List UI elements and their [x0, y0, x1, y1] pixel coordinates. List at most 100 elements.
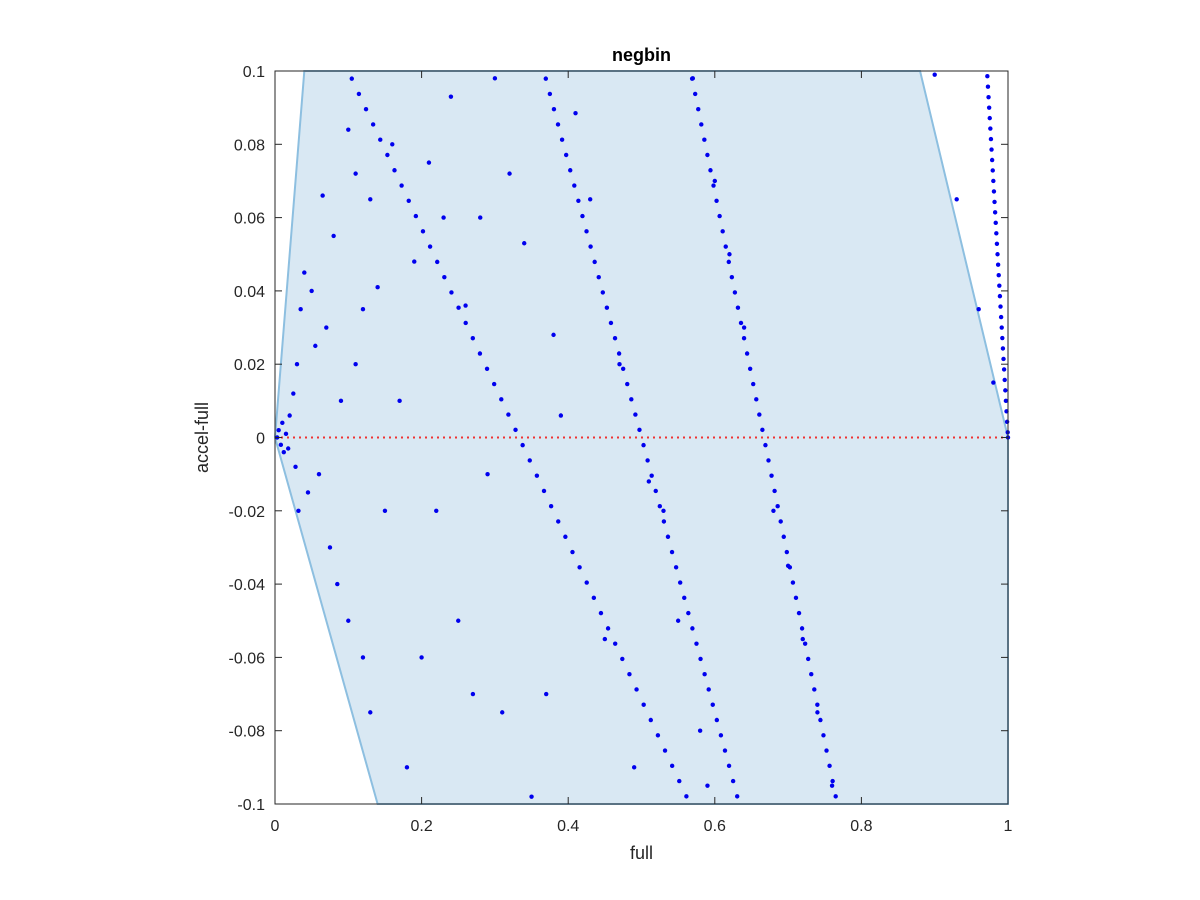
x-tick-label: 1: [1004, 818, 1013, 835]
data-point: [605, 626, 611, 631]
data-point: [991, 189, 997, 194]
data-point: [327, 545, 333, 550]
data-point: [1001, 356, 1006, 362]
data-point: [420, 229, 426, 234]
data-point: [657, 504, 663, 509]
data-point: [712, 178, 717, 184]
data-point: [976, 307, 981, 312]
data-point: [616, 351, 622, 356]
data-point: [1001, 367, 1007, 372]
data-point: [309, 288, 314, 294]
data-point: [291, 391, 296, 396]
data-point: [696, 106, 701, 112]
data-point: [684, 794, 689, 799]
data-point: [775, 504, 780, 509]
data-point: [478, 215, 483, 220]
data-point: [353, 171, 358, 176]
data-point: [998, 314, 1004, 320]
data-point: [378, 137, 383, 142]
data-point: [513, 427, 518, 433]
data-point: [1000, 346, 1006, 351]
data-point: [741, 336, 747, 341]
data-point: [829, 783, 835, 788]
data-point: [669, 549, 675, 555]
data-point: [702, 137, 707, 142]
data-point: [500, 710, 505, 715]
data-point: [435, 259, 440, 265]
x-tick-label: 0: [271, 818, 280, 835]
data-point: [506, 412, 511, 417]
data-point: [320, 193, 325, 198]
data-point: [985, 74, 990, 79]
data-point: [992, 199, 997, 205]
data-point: [413, 213, 419, 219]
plot-area: 0 0.2 0.4 0.6 0.8 1 -0.1 -0.08 -0.06 -0.04 -0.02 0…: [229, 64, 1013, 835]
data-point: [617, 362, 622, 367]
data-point: [986, 94, 991, 100]
data-point: [772, 488, 777, 494]
data-point: [293, 464, 298, 470]
data-point: [995, 252, 1000, 257]
data-point: [734, 794, 740, 799]
y-axis-label: accel-full: [192, 402, 212, 473]
data-point: [587, 197, 593, 202]
data-point: [805, 656, 811, 662]
data-point: [655, 733, 661, 738]
y-tick-label: -0.08: [229, 724, 266, 741]
data-point: [527, 458, 532, 463]
data-point: [726, 259, 731, 265]
data-point: [298, 307, 303, 312]
data-point: [771, 508, 776, 513]
data-point: [718, 733, 724, 738]
data-point: [830, 778, 835, 784]
data-point: [821, 733, 826, 738]
data-point: [714, 198, 719, 204]
data-point: [726, 763, 732, 769]
data-point: [824, 748, 829, 753]
data-point: [368, 710, 373, 715]
data-point: [406, 198, 411, 204]
data-point: [382, 508, 388, 513]
data-point: [584, 229, 589, 234]
data-point: [360, 307, 366, 312]
data-point: [751, 381, 756, 387]
data-point: [711, 183, 716, 188]
data-point: [280, 420, 285, 426]
data-point: [305, 490, 311, 495]
data-point: [986, 105, 992, 110]
data-point: [793, 595, 799, 601]
chart-title: negbin: [612, 45, 671, 65]
data-point: [588, 244, 593, 249]
y-tick-label: 0.06: [234, 211, 265, 228]
data-point: [592, 259, 597, 265]
data-point: [456, 305, 461, 310]
data-point: [689, 76, 695, 81]
data-point: [799, 626, 805, 631]
data-point: [548, 504, 554, 509]
data-point: [604, 305, 610, 310]
data-point: [738, 320, 744, 326]
data-point: [363, 106, 369, 112]
data-point: [735, 305, 741, 310]
data-point: [427, 244, 433, 249]
data-point: [778, 519, 783, 524]
data-point: [747, 366, 753, 371]
x-axis-label: full: [630, 843, 653, 863]
data-point: [404, 765, 410, 770]
data-point: [649, 473, 654, 478]
data-point: [932, 72, 937, 77]
data-point: [800, 636, 805, 642]
data-point: [577, 565, 582, 570]
data-point: [722, 748, 728, 753]
data-point: [492, 76, 498, 81]
data-point: [1003, 398, 1009, 404]
data-point: [717, 213, 722, 219]
data-point: [815, 710, 820, 715]
data-point: [620, 656, 625, 662]
data-point: [507, 171, 512, 176]
data-point: [543, 76, 549, 81]
data-point: [833, 794, 838, 799]
y-tick-label: -0.04: [229, 577, 266, 594]
data-point: [356, 91, 362, 97]
data-point: [278, 442, 284, 448]
